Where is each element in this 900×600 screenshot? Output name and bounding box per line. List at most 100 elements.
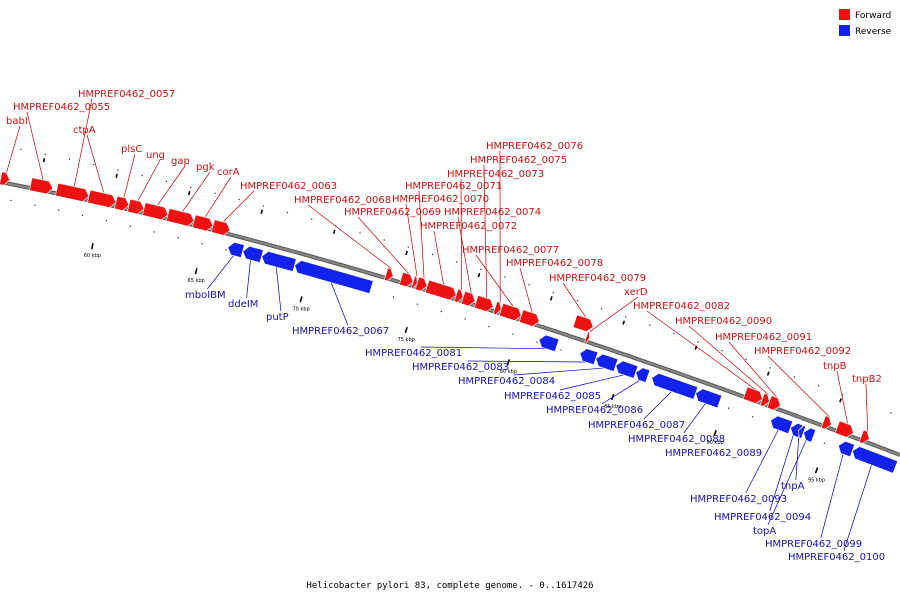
gene-hmpref0462-0055[interactable] <box>29 177 54 195</box>
gene-label-hmpref0462-0076: HMPREF0462_0076 <box>486 141 583 152</box>
minor-tick <box>81 214 84 216</box>
gene-label-tnpb2: tnpB2 <box>852 374 882 385</box>
gene-hmpref0462-0076[interactable] <box>492 300 502 315</box>
gene-hmpref0462-0073[interactable] <box>453 288 464 303</box>
gene-hmpref0462-0084[interactable] <box>595 353 619 372</box>
gene-label-pgk: pgk <box>196 162 215 173</box>
leader-line <box>767 440 807 526</box>
leader-line <box>795 437 800 481</box>
gene-label-hmpref0462-0083: HMPREF0462_0083 <box>412 362 509 373</box>
gene-hmpref0462-0099[interactable] <box>838 440 856 458</box>
minor-tick <box>504 276 506 278</box>
gene-hmpref0462-0067[interactable] <box>294 259 374 294</box>
gene-hmpref0462-0071[interactable] <box>414 276 428 292</box>
gene-hmpref0462-0086[interactable] <box>635 367 651 383</box>
leader-line <box>475 254 514 307</box>
minor-tick <box>177 237 179 239</box>
gene-hmpref0462-0091[interactable] <box>766 395 781 411</box>
gene-ung[interactable] <box>127 198 145 215</box>
leader-line <box>769 435 794 512</box>
leader-line <box>207 255 234 290</box>
gene-mboibm[interactable] <box>227 241 245 258</box>
gene-plsc[interactable] <box>114 195 130 211</box>
gene-hmpref0462-0072[interactable] <box>424 279 457 301</box>
gene-gap[interactable] <box>142 201 169 221</box>
gene-hmpref0462-0081[interactable] <box>538 334 560 353</box>
gene-ctpa[interactable] <box>87 189 117 208</box>
gene-tnpb2[interactable] <box>858 429 870 444</box>
gene-hmpref0462-0079[interactable] <box>572 314 594 332</box>
gene-label-tnpb: tnpB <box>823 361 847 372</box>
minor-tick <box>129 225 131 227</box>
scale-tick <box>194 268 198 275</box>
leader-line <box>137 159 161 201</box>
scale-tick <box>404 326 408 334</box>
minor-tick <box>890 412 892 414</box>
minor-tick <box>286 211 289 214</box>
scale-label: 85 kbp <box>604 404 621 410</box>
minor-tick <box>407 246 409 248</box>
minor-tick <box>359 232 361 234</box>
minor-tick <box>697 341 699 343</box>
scale-tick <box>713 429 717 437</box>
gene-hmpref0462-0070[interactable] <box>410 275 418 290</box>
scale-label: 60 kbp <box>84 253 101 259</box>
gene-tnpb[interactable] <box>834 420 854 438</box>
minor-tick <box>93 163 95 166</box>
minor-tick <box>528 284 530 286</box>
gene-hmpref0462-0068[interactable] <box>383 267 394 282</box>
gene-hmpref0462-0088[interactable] <box>695 388 723 409</box>
legend: Forward Reverse <box>839 9 892 37</box>
gene-hmpref0462-0090[interactable] <box>759 392 770 407</box>
leader-line <box>73 98 93 187</box>
genome-caption: Helicobacter pylori 83, complete genome.… <box>306 581 593 591</box>
gene-label-hmpref0462-0087: HMPREF0462_0087 <box>588 420 685 431</box>
gene-cora[interactable] <box>191 214 214 232</box>
gene-hmpref0462-0100[interactable] <box>852 445 899 474</box>
legend-reverse-swatch <box>839 25 850 36</box>
gene-label-hmpref0462-0090: HMPREF0462_0090 <box>675 316 772 327</box>
gene-topa[interactable] <box>803 427 817 443</box>
gene-babi[interactable] <box>0 171 11 186</box>
minor-tick <box>842 394 844 396</box>
scale-tick <box>506 359 511 366</box>
minor-tick <box>311 218 313 220</box>
gene-hmpref0462-0077[interactable] <box>498 302 522 321</box>
minor-tick <box>10 199 12 202</box>
leader-line <box>745 429 779 494</box>
gene-pgk[interactable] <box>166 207 195 227</box>
minor-tick <box>769 367 771 369</box>
gene-hmpref0462-0075[interactable] <box>473 294 494 312</box>
gene-hmpref0462-0082[interactable] <box>742 386 763 404</box>
minor-tick <box>44 153 46 155</box>
minor-tick <box>392 296 395 298</box>
gene-label-hmpref0462-0099: HMPREF0462_0099 <box>765 539 862 550</box>
gene-label-topa: topA <box>753 526 776 537</box>
gene-hmpref0462-0074[interactable] <box>460 290 476 307</box>
minor-tick <box>480 268 482 271</box>
leader-line <box>483 164 488 299</box>
gene-hmpref0462-0083[interactable] <box>579 348 599 366</box>
gene-putp[interactable] <box>261 250 297 272</box>
minor-tick <box>332 229 336 234</box>
gene-label-hmpref0462-0069: HMPREF0462_0069 <box>344 207 441 218</box>
minor-tick <box>42 158 46 163</box>
leader-line <box>559 374 624 391</box>
gene-hmpref0462-0057[interactable] <box>55 182 90 202</box>
gene-ddeim[interactable] <box>242 245 264 263</box>
gene-label-hmpref0462-0081: HMPREF0462_0081 <box>365 348 462 359</box>
gene-label-hmpref0462-0071: HMPREF0462_0071 <box>405 181 502 192</box>
gene-hmpref0462-0078[interactable] <box>518 309 540 327</box>
gene-xerd[interactable] <box>583 330 590 345</box>
scale-tick <box>90 243 94 250</box>
gene-hmpref0462-0092[interactable] <box>820 415 832 430</box>
gene-label-hmpref0462-0055: HMPREF0462_0055 <box>13 102 110 113</box>
leader-line <box>643 391 672 420</box>
gene-hmpref0462-0069[interactable] <box>398 271 414 288</box>
gene-label-plsc: plsC <box>121 144 142 155</box>
minor-tick <box>512 333 514 335</box>
gene-hmpref0462-0063[interactable] <box>210 219 231 236</box>
minor-tick <box>625 316 627 318</box>
minor-tick <box>225 249 227 251</box>
gene-hmpref0462-0093[interactable] <box>770 415 794 435</box>
